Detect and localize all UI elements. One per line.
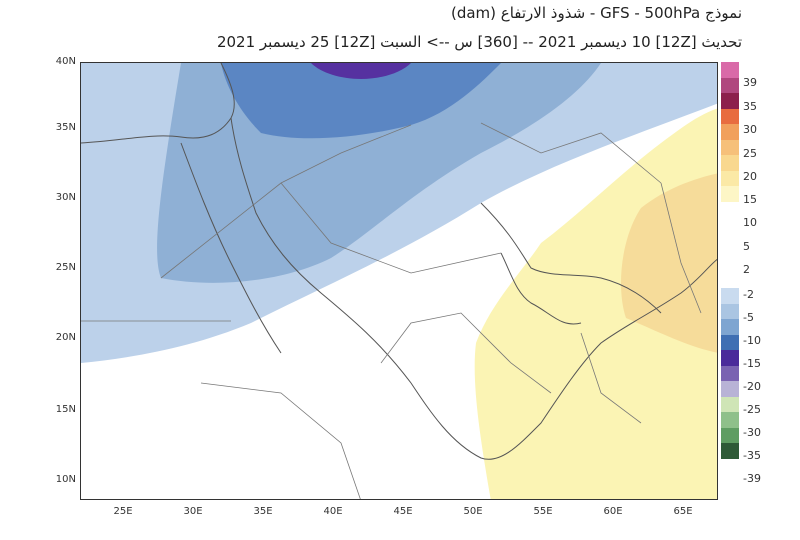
colorbar-label: -20 bbox=[743, 380, 761, 393]
colorbar-swatch bbox=[721, 77, 739, 93]
colorbar-swatch bbox=[721, 381, 739, 397]
colorbar-swatch bbox=[721, 155, 739, 171]
colorbar-label: 15 bbox=[743, 193, 757, 206]
lat-label-20n: 20N bbox=[55, 332, 76, 343]
lon-label-25e: 25E bbox=[113, 506, 133, 517]
lat-label-40n: 40N bbox=[55, 56, 76, 67]
lon-label-65e: 65E bbox=[673, 506, 693, 517]
lon-label-60e: 60E bbox=[603, 506, 623, 517]
colorbar-swatch bbox=[721, 396, 739, 412]
colorbar-swatch bbox=[721, 288, 739, 304]
coastlines bbox=[81, 63, 717, 460]
colorbar-positive bbox=[721, 62, 739, 217]
colorbar-swatch bbox=[721, 365, 739, 381]
colorbar-swatch bbox=[721, 62, 739, 78]
lat-label-25n: 25N bbox=[55, 262, 76, 273]
colorbar-swatch bbox=[721, 124, 739, 140]
colorbar-swatch bbox=[721, 443, 739, 459]
colorbar-label: 39 bbox=[743, 76, 757, 89]
colorbar-label: -5 bbox=[743, 311, 754, 324]
colorbar-label: -30 bbox=[743, 426, 761, 439]
anomaly-map bbox=[81, 63, 717, 499]
positive-anomaly-warm bbox=[621, 173, 717, 353]
colorbar-label: -10 bbox=[743, 334, 761, 347]
colorbar-label: -15 bbox=[743, 357, 761, 370]
colorbar-label: -2 bbox=[743, 288, 754, 301]
colorbar-swatch bbox=[721, 350, 739, 366]
colorbar-swatch bbox=[721, 139, 739, 155]
colorbar-swatch bbox=[721, 170, 739, 186]
colorbar-label: 25 bbox=[743, 147, 757, 160]
lon-label-55e: 55E bbox=[533, 506, 553, 517]
chart-title: نموذج GFS - 500hPa - شذوذ الارتفاع (dam) bbox=[450, 4, 742, 22]
colorbar-negative bbox=[721, 288, 739, 459]
map-panel bbox=[80, 62, 718, 500]
lon-label-50e: 50E bbox=[463, 506, 483, 517]
lon-label-30e: 30E bbox=[183, 506, 203, 517]
colorbar-label: -35 bbox=[743, 449, 761, 462]
colorbar-swatch bbox=[721, 427, 739, 443]
negative-anomaly-core bbox=[311, 63, 411, 79]
colorbar-label: 30 bbox=[743, 123, 757, 136]
colorbar-label: -39 bbox=[743, 472, 761, 485]
colorbar-swatch bbox=[721, 93, 739, 109]
country-borders bbox=[81, 122, 702, 499]
colorbar-label: 5 bbox=[743, 240, 750, 253]
colorbar-swatch bbox=[721, 201, 739, 217]
lat-label-35n: 35N bbox=[55, 122, 76, 133]
colorbar-swatch bbox=[721, 186, 739, 202]
colorbar-swatch bbox=[721, 319, 739, 335]
colorbar-swatch bbox=[721, 334, 739, 350]
colorbar-swatch bbox=[721, 108, 739, 124]
lon-label-35e: 35E bbox=[253, 506, 273, 517]
colorbar-swatch bbox=[721, 412, 739, 428]
lat-label-15n: 15N bbox=[55, 404, 76, 415]
colorbar-label: 10 bbox=[743, 216, 757, 229]
colorbar-label: 20 bbox=[743, 170, 757, 183]
lat-label-30n: 30N bbox=[55, 192, 76, 203]
lat-label-10n: 10N bbox=[55, 474, 76, 485]
colorbar-label: 2 bbox=[743, 263, 750, 276]
chart-subtitle: تحديث [12Z] 10 ديسمبر 2021 -- [360] س --… bbox=[216, 33, 742, 51]
lon-label-40e: 40E bbox=[323, 506, 343, 517]
colorbar-label: 35 bbox=[743, 100, 757, 113]
negative-anomaly-deep bbox=[221, 63, 501, 139]
lon-label-45e: 45E bbox=[393, 506, 413, 517]
colorbar-label: -25 bbox=[743, 403, 761, 416]
colorbar-swatch bbox=[721, 303, 739, 319]
